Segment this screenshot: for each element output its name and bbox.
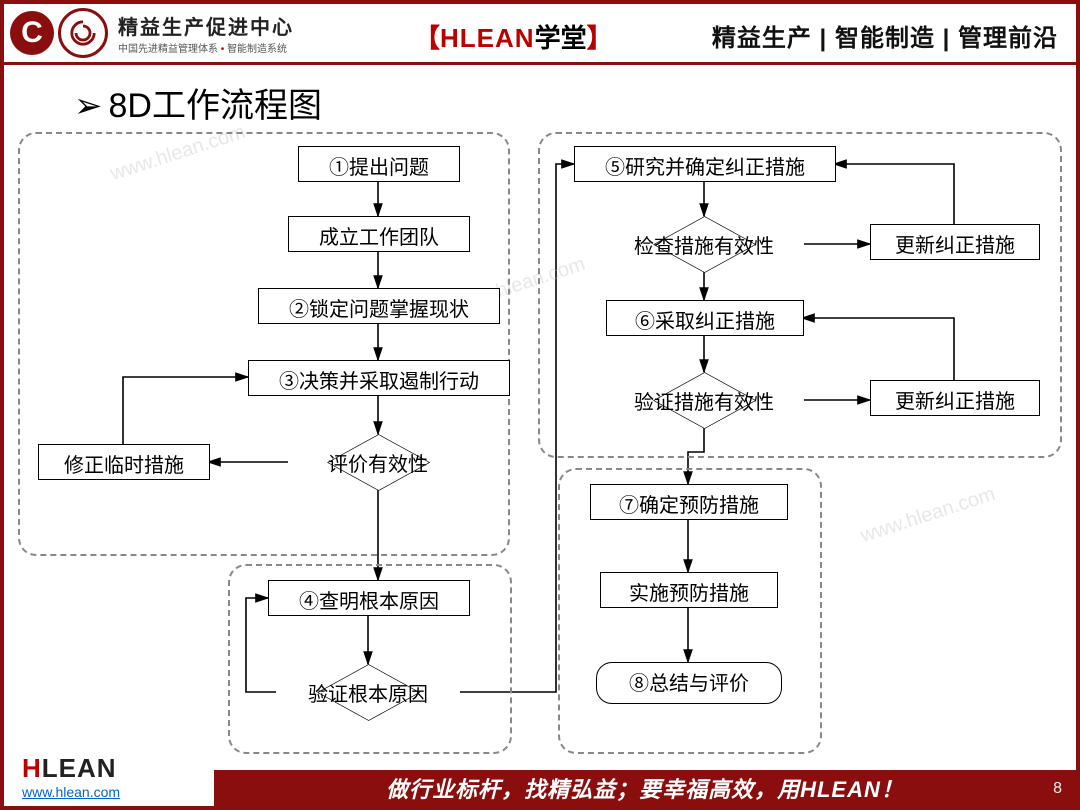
footer-brand-text: LEAN <box>42 753 117 783</box>
page-number: 8 <box>1053 780 1062 798</box>
logo-swirl-icon <box>58 8 108 58</box>
chevron-icon: ➢ <box>74 87 103 125</box>
flow-decision: 检查措施有效性 <box>604 216 804 272</box>
flow-step: 更新纠正措施 <box>870 224 1040 260</box>
logo: C 精益生产促进中心 中国先进精益管理体系 • 智能制造系统 <box>4 8 294 58</box>
footer-brand: HLEAN www.hlean.com <box>22 753 120 800</box>
flow-terminator: ⑧总结与评价 <box>596 662 782 704</box>
header-right: 精益生产 | 智能制造 | 管理前沿 <box>712 18 1058 53</box>
footer-slogan: 做行业标杆，找精弘益；要幸福高效，用HLEAN！ <box>214 770 1076 806</box>
footer-url: www.hlean.com <box>22 784 120 800</box>
org-subtitle: 中国先进精益管理体系 • 智能制造系统 <box>118 40 294 55</box>
header-rule <box>4 62 1076 65</box>
flow-step: ③决策并采取遏制行动 <box>248 360 510 396</box>
page-title: ➢8D工作流程图 <box>74 78 322 127</box>
flowchart: www.hlean.com www.hlean.com www.hlean.co… <box>18 124 1062 736</box>
flow-step: ①提出问题 <box>298 146 460 182</box>
flow-decision: 验证措施有效性 <box>604 372 804 428</box>
flow-node-label: 评价有效性 <box>288 434 468 490</box>
header: C 精益生产促进中心 中国先进精益管理体系 • 智能制造系统 【HLEAN学堂】… <box>4 4 1076 62</box>
flow-panel <box>18 132 510 556</box>
header-center: 【HLEAN学堂】 <box>414 18 613 55</box>
footer: HLEAN www.hlean.com 做行业标杆，找精弘益；要幸福高效，用HL… <box>4 752 1076 806</box>
flow-step: ⑦确定预防措施 <box>590 484 788 520</box>
logo-c-icon: C <box>10 11 54 55</box>
org-title-block: 精益生产促进中心 中国先进精益管理体系 • 智能制造系统 <box>118 11 294 55</box>
flow-node-label: 验证根本原因 <box>276 664 460 720</box>
flow-step: 实施预防措施 <box>600 572 778 608</box>
flow-step: 修正临时措施 <box>38 444 210 480</box>
org-title: 精益生产促进中心 <box>118 11 294 40</box>
flow-decision: 验证根本原因 <box>276 664 460 720</box>
flow-step: 更新纠正措施 <box>870 380 1040 416</box>
slide: C 精益生产促进中心 中国先进精益管理体系 • 智能制造系统 【HLEAN学堂】… <box>0 0 1080 810</box>
flow-node-label: 检查措施有效性 <box>604 216 804 272</box>
flow-step: ⑤研究并确定纠正措施 <box>574 146 836 182</box>
flow-step: ⑥采取纠正措施 <box>606 300 804 336</box>
flow-decision: 评价有效性 <box>288 434 468 490</box>
flow-step: ②锁定问题掌握现状 <box>258 288 500 324</box>
flow-step: 成立工作团队 <box>288 216 470 252</box>
flow-step: ④查明根本原因 <box>268 580 470 616</box>
flow-node-label: 验证措施有效性 <box>604 372 804 428</box>
